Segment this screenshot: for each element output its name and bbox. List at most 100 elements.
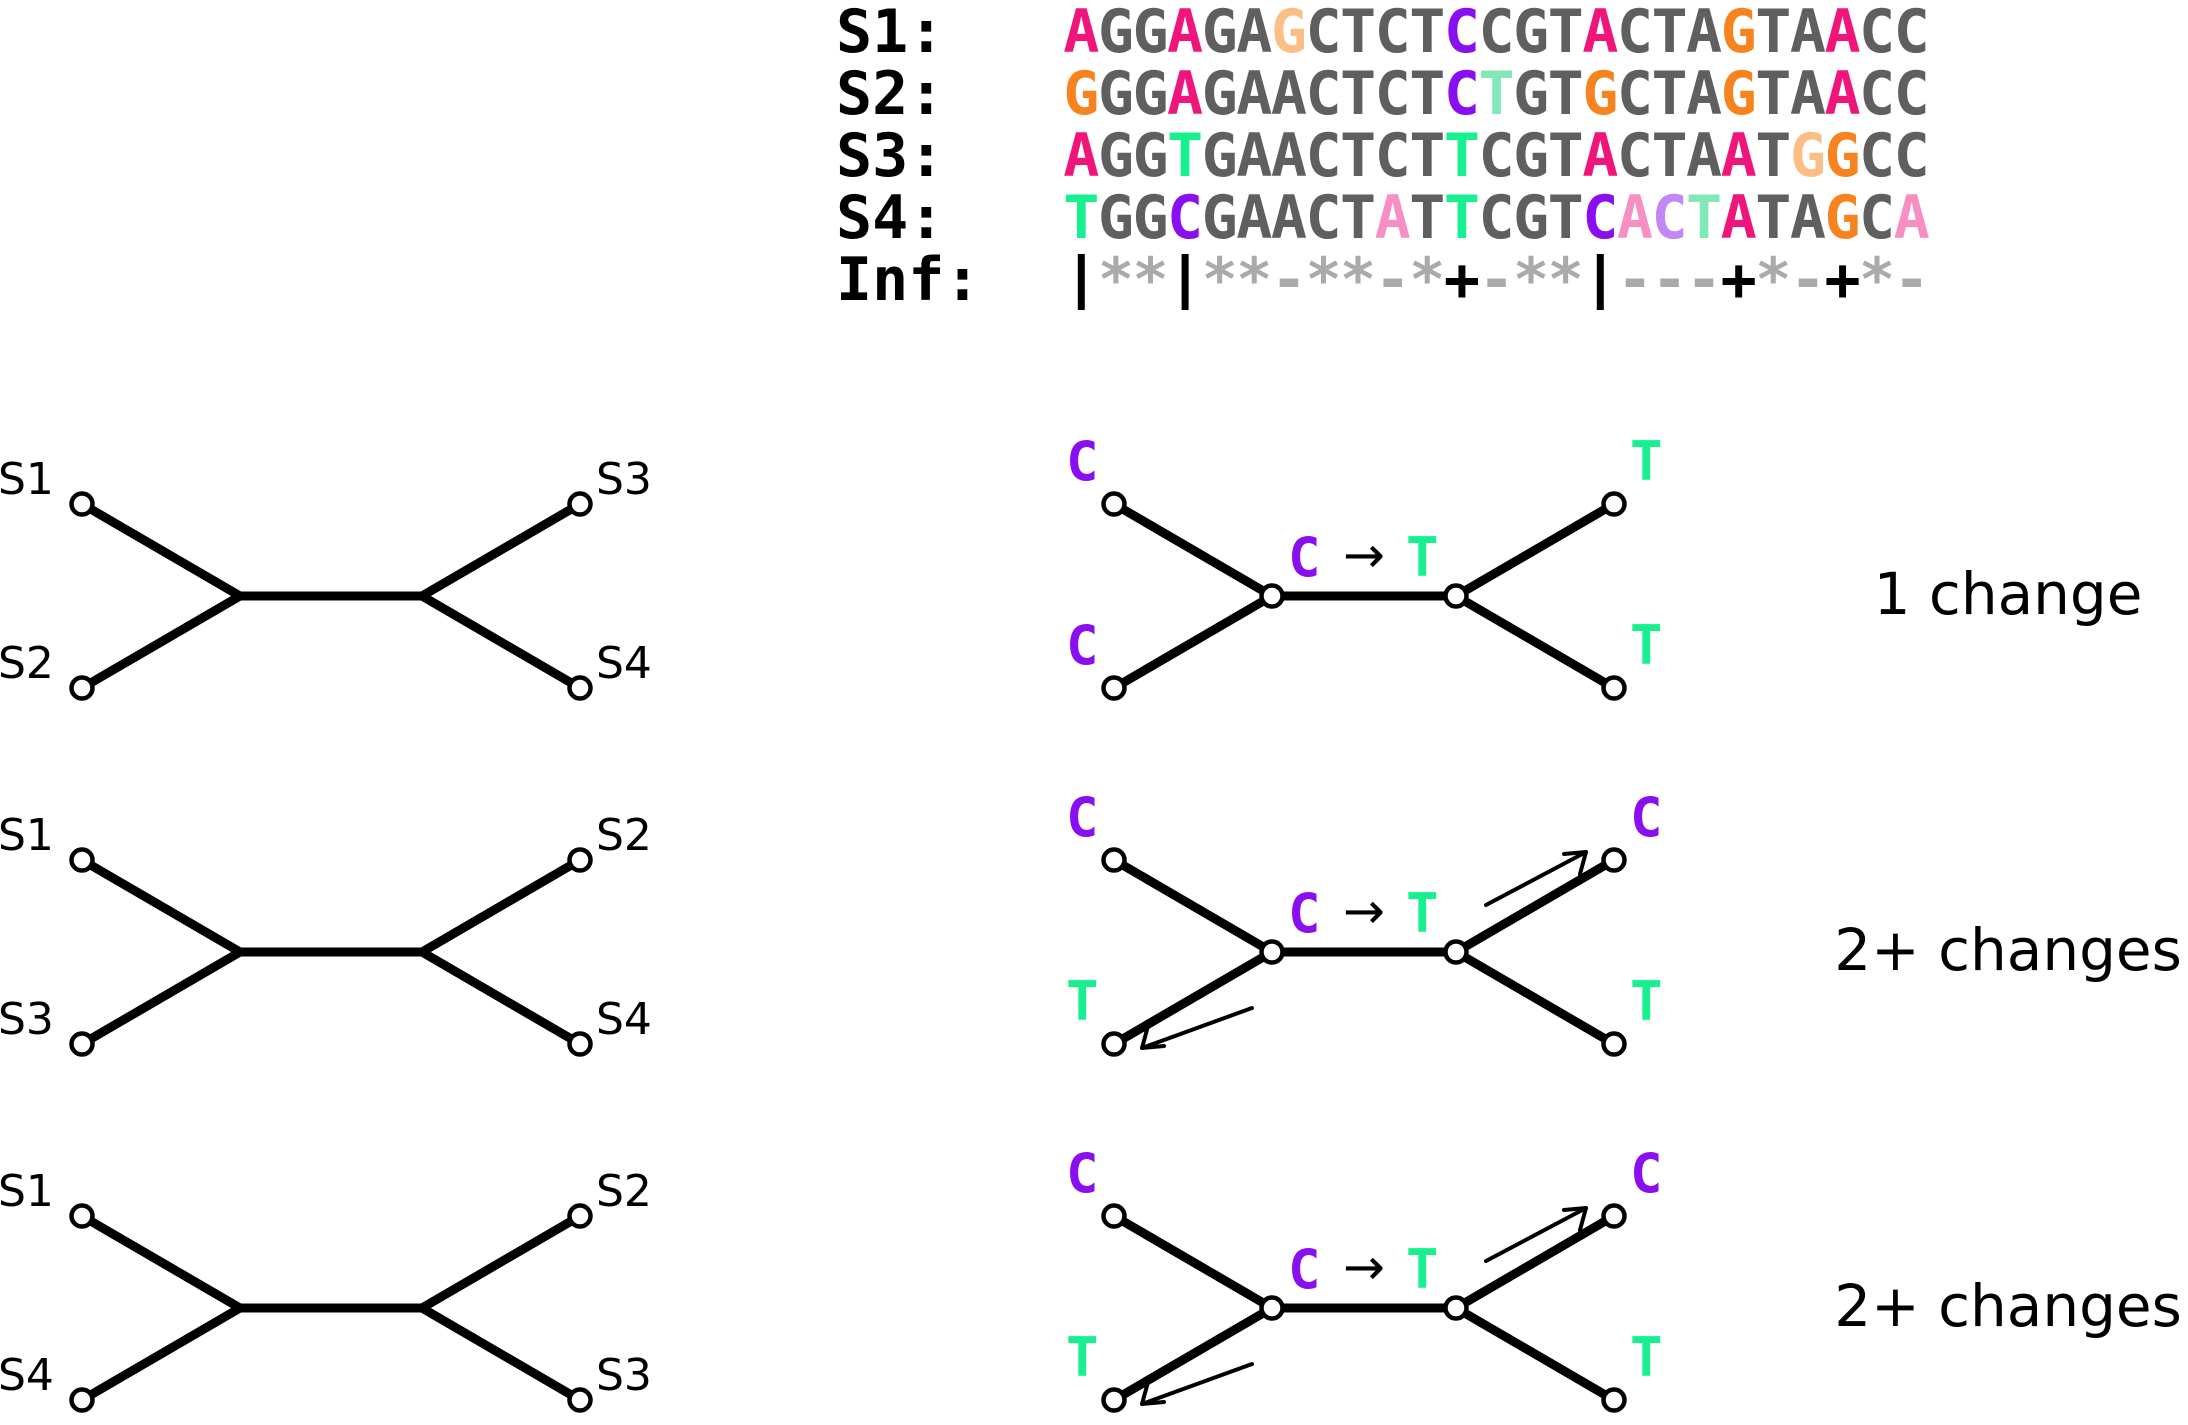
change-arrow [1484,850,1588,907]
alignment-row-label: S2: [836,59,944,129]
nucleotide: T [1548,183,1584,253]
leaf-label: S1 [0,454,54,505]
nucleotide: G [1271,0,1307,67]
nucleotide: G [1098,121,1134,191]
leaf-label: S1 [0,810,54,861]
leaf-base: C [1630,786,1663,849]
nucleotide: A [1721,121,1757,191]
nucleotide: T [1063,183,1099,253]
nucleotide: C [1859,183,1895,253]
leaf-label: S4 [596,638,652,689]
nucleotide: T [1651,59,1687,129]
nucleotide: T [1340,0,1376,67]
nucleotide: G [1721,0,1757,67]
nucleotide: A [1271,121,1307,191]
nucleotide: G [1582,59,1618,129]
nucleotide: G [1202,183,1238,253]
nucleotide: A [1063,121,1099,191]
nucleotide: C [1478,183,1514,253]
tree-node [1601,1031,1627,1057]
leaf-base: T [1066,1326,1099,1389]
nucleotide: A [1790,183,1826,253]
nucleotide: A [1582,0,1618,67]
tree-node [1601,1203,1627,1229]
nucleotide: G [1202,0,1238,67]
tree-node [567,1203,593,1229]
nucleotide: A [1375,183,1411,253]
tree-branch [1109,499,1277,601]
tree-node [1259,583,1285,609]
leaf-base: C [1066,786,1099,849]
change-count-label: 1 change [1874,560,2143,628]
nucleotide: T [1340,121,1376,191]
change-arrowhead [1562,1206,1588,1232]
leaf-label: S2 [596,810,652,861]
nucleotide: C [1859,121,1895,191]
nucleotide: T [1548,0,1584,67]
leaf-label: S2 [596,1166,652,1217]
informative-site-mark: - [1617,245,1653,315]
tree-node [1101,1031,1127,1057]
nucleotide: T [1444,121,1480,191]
tree-branch [1451,1303,1619,1405]
nucleotide: C [1305,121,1341,191]
tree-node [1443,1295,1469,1321]
nucleotide: C [1305,59,1341,129]
informative-site-mark: * [1859,245,1895,315]
nucleotide: A [1686,121,1722,191]
tree-node [1601,491,1627,517]
unrooted-topologies: S1 S2 S3 S4 S1 S3 S2 S4 S1 S4 S2 S3 [0,454,652,1413]
nucleotide: T [1340,59,1376,129]
tree-branch [417,1211,585,1313]
nucleotide: C [1859,59,1895,129]
nucleotide: G [1513,121,1549,191]
nucleotide: C [1444,0,1480,67]
nucleotide: T [1755,121,1791,191]
nucleotide: A [1271,59,1307,129]
nucleotide: A [1790,0,1826,67]
tree-node [1601,847,1627,873]
tree-branch [417,591,585,693]
nucleotide: C [1894,0,1930,67]
nucleotide: A [1824,0,1860,67]
informative-site-mark: - [1790,245,1826,315]
informative-site-mark: + [1444,245,1480,315]
transition-arrow: → [1343,1238,1385,1296]
leaf-base: C [1630,1142,1663,1205]
nucleotide: C [1305,0,1341,67]
tree-node [69,491,95,517]
leaf-base: T [1630,614,1663,677]
tree-branch [417,499,585,601]
tree-node [1601,675,1627,701]
change-arrow [1140,1362,1254,1406]
tree-branch [1451,499,1619,601]
nucleotide: G [1824,183,1860,253]
nucleotide: A [1063,0,1099,67]
nucleotide: A [1894,183,1930,253]
alignment-row-label: S1: [836,0,944,67]
alignment-row-label: S4: [836,183,944,253]
tree-branch [1451,947,1619,1049]
internal-base-right: T [1406,1238,1439,1301]
tree-node [1259,1295,1285,1321]
tree-branch [77,1211,245,1313]
informative-site-mark: * [1340,245,1376,315]
nucleotide: T [1409,183,1445,253]
informative-site-mark: * [1132,245,1168,315]
nucleotide: G [1098,59,1134,129]
nucleotide: G [1132,59,1168,129]
tree-node [1101,1387,1127,1413]
nucleotide: G [1132,121,1168,191]
leaf-base: T [1630,1326,1663,1389]
nucleotide: T [1651,0,1687,67]
informative-site-mark: - [1651,245,1687,315]
nucleotide: A [1236,183,1272,253]
nucleotide: G [1063,59,1099,129]
tree-node [1443,939,1469,965]
change-count-label: 2+ changes [1834,1272,2182,1340]
tree-node [1443,583,1469,609]
tree-node [1101,491,1127,517]
tree-node [69,1031,95,1057]
site-tree: C T C T C → T 2+ changes [1066,1142,2182,1413]
